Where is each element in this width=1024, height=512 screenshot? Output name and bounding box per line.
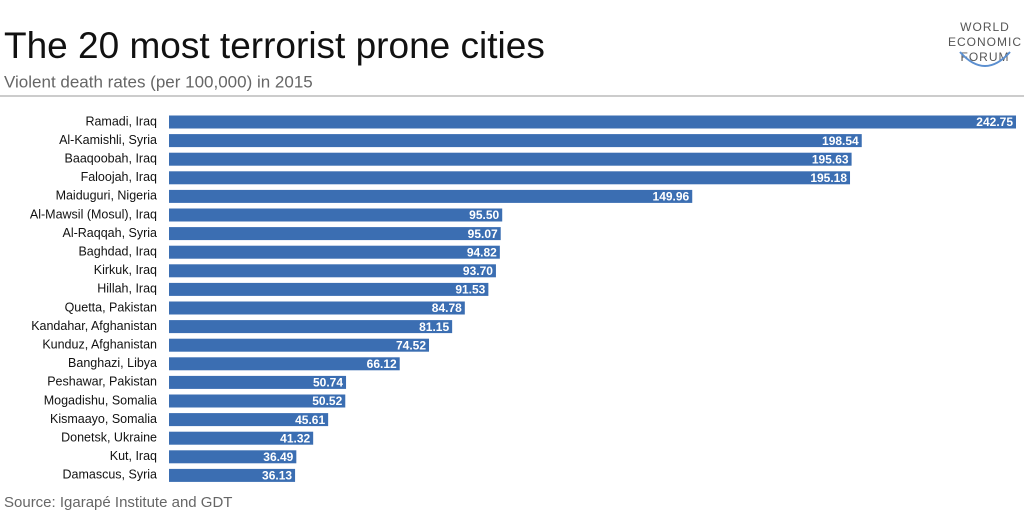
bar [169,115,1016,129]
value-label: 74.52 [396,338,426,352]
logo: WORLD ECONOMIC FORUM [948,20,1022,67]
bar [169,264,496,278]
category-label: Kirkuk, Iraq [94,263,157,277]
logo-text: ECONOMIC [948,35,1022,49]
value-label: 94.82 [467,245,497,259]
category-label: Kismaayo, Somalia [50,412,157,426]
chart-subtitle: Violent death rates (per 100,000) in 201… [4,72,313,91]
bar [169,134,862,148]
category-label: Hillah, Iraq [97,282,157,296]
bar [169,394,346,408]
bar [169,208,503,222]
value-label: 195.63 [812,152,849,166]
category-label: Ramadi, Iraq [85,114,157,128]
category-label: Kunduz, Afghanistan [42,337,157,351]
value-label: 45.61 [295,413,325,427]
value-label: 198.54 [822,134,859,148]
value-label: 81.15 [419,320,449,334]
logo-arc [959,51,1011,67]
value-label: 36.49 [263,450,293,464]
value-label: 95.07 [468,227,498,241]
category-label: Mogadishu, Somalia [44,393,157,407]
bar [169,227,501,241]
bar [169,413,329,427]
logo-text: FORUM [961,50,1010,64]
category-label: Al-Mawsil (Mosul), Iraq [30,207,157,221]
bar [169,301,465,315]
category-label: Kut, Iraq [110,449,157,463]
source: Source: Igarapé Institute and GDT [4,494,232,511]
value-label: 36.13 [262,469,292,483]
bar [169,450,297,464]
category-label: Banghazi, Libya [68,356,157,370]
bar [169,282,489,296]
category-label: Al-Raqqah, Syria [63,226,158,240]
category-label: Quetta, Pakistan [65,300,157,314]
value-label: 91.53 [455,283,485,297]
category-label: Maiduguri, Nigeria [56,189,157,203]
value-label: 41.32 [280,431,310,445]
bar [169,431,314,445]
bar [169,152,852,166]
value-label: 50.52 [312,394,342,408]
value-label: 195.18 [810,171,847,185]
value-label: 242.75 [976,115,1013,129]
value-label: 50.74 [313,376,343,390]
category-label: Baghdad, Iraq [78,244,157,258]
bar [169,171,851,185]
category-label: Damascus, Syria [63,468,158,482]
category-label: Al-Kamishli, Syria [59,133,157,147]
bar [169,338,430,352]
category-label: Donetsk, Ukraine [61,430,157,444]
bar [169,375,347,389]
value-label: 149.96 [653,190,690,204]
bar [169,357,400,371]
category-label: Faloojah, Iraq [81,170,157,184]
logo-text: WORLD [960,20,1010,34]
value-label: 84.78 [432,301,462,315]
category-label: Baaqoobah, Iraq [65,151,157,165]
bar [169,245,500,259]
bar [169,320,453,334]
category-label: Kandahar, Afghanistan [31,319,157,333]
value-label: 93.70 [463,264,493,278]
bar [169,189,693,203]
category-label: Peshawar, Pakistan [47,375,157,389]
value-label: 95.50 [469,208,499,222]
chart-title: The 20 most terrorist prone cities [4,25,545,66]
value-label: 66.12 [367,357,397,371]
bar [169,468,296,482]
